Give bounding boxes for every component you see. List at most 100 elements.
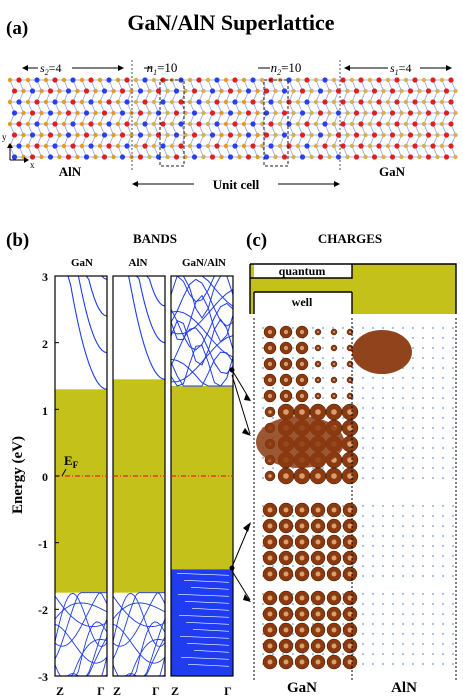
lattice-dot xyxy=(422,535,424,537)
lattice-dot xyxy=(432,575,434,577)
atom xyxy=(11,154,18,160)
lattice-dot xyxy=(432,603,434,605)
lattice-dot xyxy=(382,447,384,449)
atom xyxy=(255,88,260,94)
lattice-dot xyxy=(432,397,434,399)
lattice-dot xyxy=(362,467,364,469)
lattice-dot xyxy=(452,565,454,567)
atom xyxy=(133,121,139,127)
lattice-dot xyxy=(452,663,454,665)
lattice-dot xyxy=(402,575,404,577)
lattice-dot xyxy=(262,387,264,389)
lattice-dot xyxy=(412,377,414,379)
atom xyxy=(425,154,432,160)
lattice-dot xyxy=(362,593,364,595)
atom xyxy=(335,110,342,116)
valence-band xyxy=(54,592,108,660)
x-tick-label: Z xyxy=(56,684,64,698)
lattice-dot xyxy=(262,367,264,369)
x-tick-label: Z xyxy=(113,684,121,698)
atom xyxy=(29,88,36,94)
lattice-dot xyxy=(422,427,424,429)
lattice-dot xyxy=(322,467,324,469)
atom xyxy=(381,110,386,116)
lattice-dot xyxy=(442,633,444,635)
atom xyxy=(322,77,328,83)
lattice-dot xyxy=(262,565,264,567)
atom xyxy=(430,121,436,127)
lattice-dot xyxy=(292,535,294,537)
charge-core xyxy=(283,329,289,335)
atom xyxy=(214,121,220,127)
atom xyxy=(322,143,328,149)
lattice-dot xyxy=(402,457,404,459)
charge-core xyxy=(283,659,289,665)
lattice-dot xyxy=(392,407,394,409)
atom xyxy=(435,132,440,138)
lattice-dot xyxy=(422,515,424,517)
x-tick-label: Γ xyxy=(152,684,160,698)
atom xyxy=(129,88,134,94)
atom xyxy=(70,77,76,83)
lattice-dot xyxy=(392,377,394,379)
atom xyxy=(209,154,216,160)
atom xyxy=(273,88,278,94)
lattice-dot xyxy=(382,555,384,557)
lattice-dot xyxy=(392,535,394,537)
lattice-dot xyxy=(292,387,294,389)
lattice-dot xyxy=(392,593,394,595)
lattice-dot xyxy=(402,525,404,527)
charge-core xyxy=(299,595,305,601)
valence-band xyxy=(112,592,166,660)
lattice-dot xyxy=(372,437,374,439)
lattice-dot xyxy=(442,357,444,359)
charge-core xyxy=(299,627,305,633)
atom xyxy=(57,154,62,160)
lattice-dot xyxy=(382,377,384,379)
x-tick-label: Z xyxy=(171,684,179,698)
lattice-dot xyxy=(372,623,374,625)
valence-band xyxy=(190,587,230,590)
atom xyxy=(371,88,378,94)
lattice-dot xyxy=(442,565,444,567)
lattice-dot xyxy=(342,505,344,507)
lattice-dot xyxy=(392,525,394,527)
atom xyxy=(47,88,54,94)
lattice-dot xyxy=(262,505,264,507)
lattice-dot xyxy=(392,623,394,625)
valence-band xyxy=(112,602,166,620)
quantum-label: quantum xyxy=(279,264,326,278)
x-tick-label: Γ xyxy=(97,684,105,698)
lattice-dot xyxy=(362,515,364,517)
charge-core xyxy=(315,595,321,601)
atom xyxy=(367,143,373,149)
charge-core xyxy=(347,523,353,529)
lattice-dot xyxy=(292,565,294,567)
lattice-dot xyxy=(412,603,414,605)
lattice-dot xyxy=(452,613,454,615)
lattice-dot xyxy=(452,545,454,547)
lattice-dot xyxy=(262,633,264,635)
lattice-dot xyxy=(292,505,294,507)
lattice-dot xyxy=(342,357,344,359)
atom xyxy=(345,110,350,116)
lattice-dot xyxy=(422,613,424,615)
atom xyxy=(21,132,26,138)
n1-box xyxy=(159,79,185,167)
charge-core xyxy=(316,394,320,398)
charge-core xyxy=(331,539,337,545)
atom xyxy=(439,121,445,127)
lattice-dot xyxy=(382,417,384,419)
lattice-dot xyxy=(332,387,334,389)
lattice-dot xyxy=(442,437,444,439)
charge-core xyxy=(283,643,289,649)
lattice-dot xyxy=(452,457,454,459)
atom xyxy=(187,77,193,83)
lattice-dot xyxy=(402,535,404,537)
conduction-band xyxy=(170,351,234,387)
atom xyxy=(263,88,270,94)
lattice-dot xyxy=(442,347,444,349)
lattice-dot xyxy=(262,593,264,595)
lattice-dot xyxy=(262,467,264,469)
lattice-dot xyxy=(362,663,364,665)
